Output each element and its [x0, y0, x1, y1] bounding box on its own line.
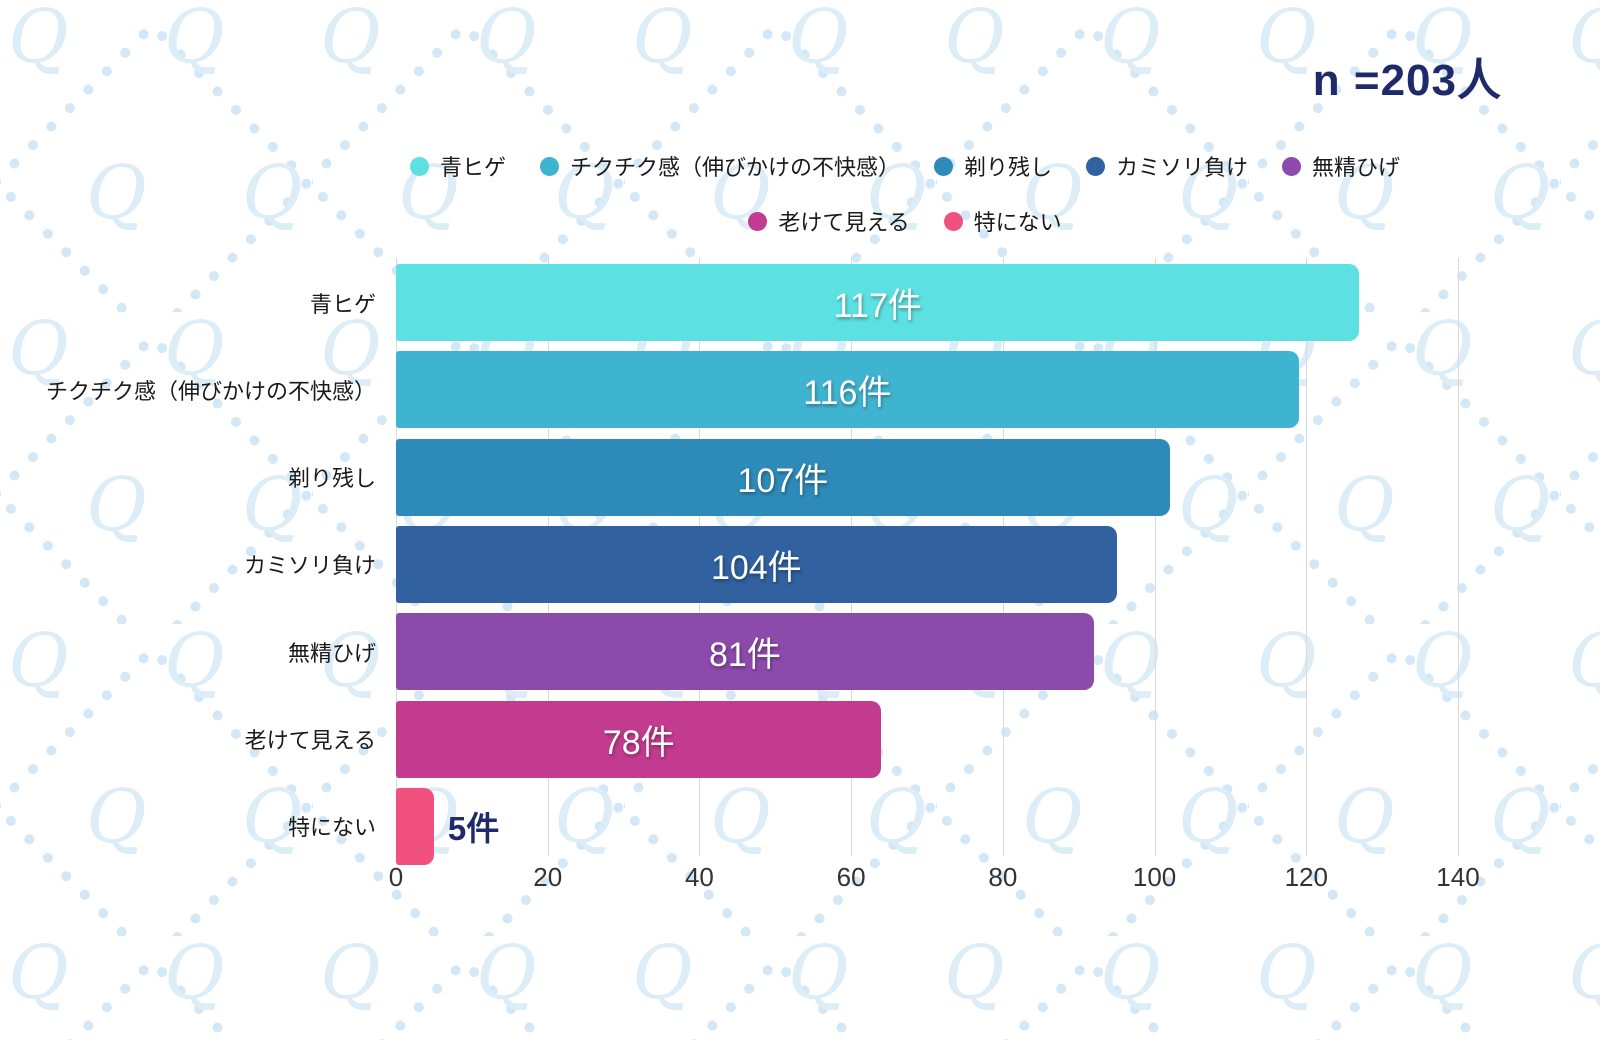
legend-row-1: 青ヒゲ チクチク感（伸びかけの不快感） 剃り残し カミソリ負け 無精ひげ [210, 150, 1600, 182]
category-label: カミソリ負け [243, 553, 376, 579]
legend-item: 特にない [943, 205, 1062, 237]
legend-swatch-circle-icon [933, 156, 953, 176]
legend-item: 剃り残し [933, 150, 1052, 182]
legend-swatch-circle-icon [409, 156, 429, 176]
legend-label: チクチク感（伸びかけの不快感） [569, 155, 900, 180]
category-label: 剃り残し [287, 466, 376, 492]
legend-item: 老けて見える [748, 205, 910, 237]
legend-swatch-circle-icon [1086, 156, 1105, 176]
legend-label: 無精ひげ [1312, 155, 1401, 180]
bar-value-label: 116件 [803, 374, 892, 413]
x-axis-tick-label: 120 [1284, 862, 1328, 892]
category-label: 特にない [287, 815, 376, 841]
bar-value-label: 104件 [710, 548, 802, 587]
x-axis-tick-label: 60 [836, 862, 866, 892]
legend-label: 剃り残し [963, 155, 1052, 180]
legend-label: 特にない [973, 210, 1062, 235]
legend-item: 青ヒゲ [409, 150, 506, 182]
bar [396, 787, 434, 865]
bar-value-label: 81件 [709, 636, 781, 675]
legend-swatch-circle-icon [748, 211, 768, 231]
x-gridline [1306, 258, 1308, 856]
x-axis-tick-label: 20 [533, 862, 563, 892]
x-axis-tick-label: 100 [1132, 862, 1177, 892]
bar: 117件 [396, 264, 1360, 341]
x-axis-tick-label: 40 [684, 862, 714, 892]
x-axis-tick-label: 80 [988, 862, 1018, 892]
x-axis-tick-label: 140 [1436, 862, 1480, 892]
x-gridline [1154, 258, 1156, 856]
category-label: 老けて見える [244, 728, 376, 753]
sample-size-label: n =203人 [1312, 56, 1502, 105]
legend-label: 青ヒゲ [439, 155, 506, 180]
legend-item: カミソリ負け [1086, 150, 1248, 182]
x-gridline [1458, 258, 1459, 856]
bar-value-label: 107件 [737, 461, 829, 500]
bar: 81件 [396, 613, 1094, 691]
x-axis-tick-label: 0 [388, 862, 404, 892]
category-label: チクチク感（伸びかけの不快感） [45, 378, 376, 404]
bar-value-label-outside: 5件 [447, 810, 500, 848]
legend-item: チクチク感（伸びかけの不快感） [539, 150, 900, 182]
category-label: 無精ひげ [287, 640, 376, 666]
bar: 107件 [396, 438, 1170, 516]
bar: 104件 [396, 525, 1117, 603]
legend-label: カミソリ負け [1116, 155, 1249, 180]
bar: 78件 [396, 700, 882, 778]
bar: 116件 [396, 351, 1299, 429]
legend-item: 無精ひげ [1282, 150, 1400, 182]
legend-swatch-circle-icon [943, 211, 963, 231]
bar-value-label: 78件 [602, 723, 675, 762]
category-label: 青ヒゲ [309, 291, 376, 317]
legend-label: 老けて見える [778, 210, 910, 235]
legend-swatch-circle-icon [1282, 156, 1302, 176]
legend-swatch-circle-icon [539, 156, 559, 176]
legend-row-2: 老けて見える 特にない [210, 205, 1600, 237]
bar-value-label: 117件 [833, 287, 922, 325]
